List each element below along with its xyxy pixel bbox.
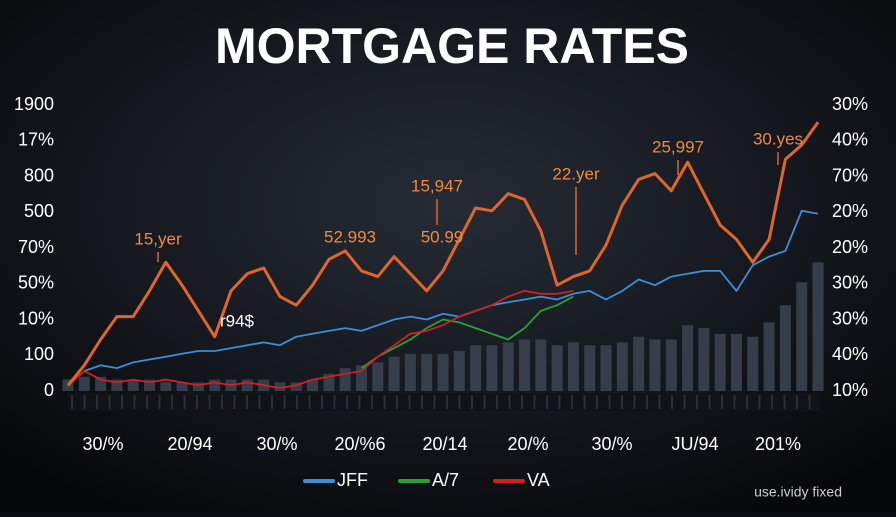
annotation: 30.yes [753, 129, 803, 148]
bar [78, 376, 90, 391]
y-tick-label: 0 [44, 380, 54, 400]
bar [241, 379, 253, 391]
bar [192, 382, 204, 391]
annotation: 50.99 [421, 227, 464, 246]
bar [176, 382, 188, 391]
bar [796, 282, 808, 391]
bar [600, 345, 612, 391]
annotation: 52.993 [324, 227, 376, 246]
bar [567, 342, 579, 391]
y-tick-label: 800 [24, 165, 54, 185]
bar [470, 345, 482, 391]
bar [453, 350, 465, 391]
x-tick-label: 20/94 [167, 434, 212, 454]
annotation: 15,947 [411, 176, 463, 195]
bar [747, 336, 759, 391]
line-series [66, 121, 820, 387]
y-tick-label: 70% [18, 237, 54, 257]
bar [355, 365, 367, 391]
bar [421, 353, 433, 391]
y2-tick-label: 20% [832, 237, 868, 257]
y-tick-label: 100 [24, 344, 54, 364]
bar [665, 339, 677, 391]
line-series [360, 295, 574, 369]
bar [127, 379, 139, 391]
bar [209, 379, 221, 391]
bar [730, 333, 742, 391]
annotation: 15,yer [134, 229, 182, 248]
y-tick-label: 1900 [14, 94, 54, 114]
x-tick-label: 20/%6 [334, 434, 385, 454]
y-tick-label: 10% [18, 308, 54, 328]
x-tick-label: 30/% [82, 434, 123, 454]
bar [584, 345, 596, 391]
annotation: 25,997 [652, 137, 704, 156]
bar [698, 328, 710, 391]
bar [616, 342, 628, 391]
bar [714, 333, 726, 391]
bar [307, 379, 319, 391]
x-tick-label: JU/94 [671, 434, 718, 454]
bar [111, 379, 123, 391]
y2-tick-label: 30% [832, 308, 868, 328]
bar [551, 345, 563, 391]
y2-tick-label: 30% [832, 94, 868, 114]
y2-tick-label: 70% [832, 165, 868, 185]
y-tick-label: 500 [24, 201, 54, 221]
bar [372, 362, 384, 391]
y2-tick-label: 10% [832, 380, 868, 400]
y2-tick-label: 40% [832, 130, 868, 150]
bar [812, 262, 824, 391]
line-series [67, 209, 819, 386]
x-tick-label: 20/14 [422, 434, 467, 454]
bar [682, 325, 694, 391]
bar [519, 339, 531, 391]
bar [339, 368, 351, 391]
bar [95, 376, 107, 391]
footer: use.ividy fixed [754, 484, 842, 500]
bar [649, 339, 661, 391]
bar [633, 336, 645, 391]
annotation: r94$ [220, 311, 255, 330]
annotation: 22.yer [552, 164, 600, 183]
y2-tick-label: 40% [832, 344, 868, 364]
bar [779, 305, 791, 391]
bar [437, 353, 449, 391]
line-series [67, 290, 574, 389]
bar [486, 345, 498, 391]
chart-title: MORTGAGE RATES [215, 18, 689, 74]
x-tick-label: 30/% [256, 434, 297, 454]
y-tick-label: 17% [18, 130, 54, 150]
bar [290, 382, 302, 391]
bar [404, 353, 416, 391]
y2-tick-label: 30% [832, 273, 868, 293]
axis-strip [68, 393, 820, 411]
bar [160, 382, 172, 391]
legend-label: A/7 [432, 470, 459, 490]
bar [388, 356, 400, 391]
bar [144, 379, 156, 391]
bar [502, 342, 514, 391]
legend-label: VA [527, 470, 550, 490]
y-tick-label: 50% [18, 273, 54, 293]
x-tick-label: 20/% [507, 434, 548, 454]
bar [763, 322, 775, 391]
x-tick-label: 201% [755, 434, 801, 454]
x-tick-label: 30/% [591, 434, 632, 454]
bar [323, 373, 335, 391]
bar [535, 339, 547, 391]
bar [274, 382, 286, 391]
legend-label: JFF [337, 470, 368, 490]
y2-tick-label: 20% [832, 201, 868, 221]
